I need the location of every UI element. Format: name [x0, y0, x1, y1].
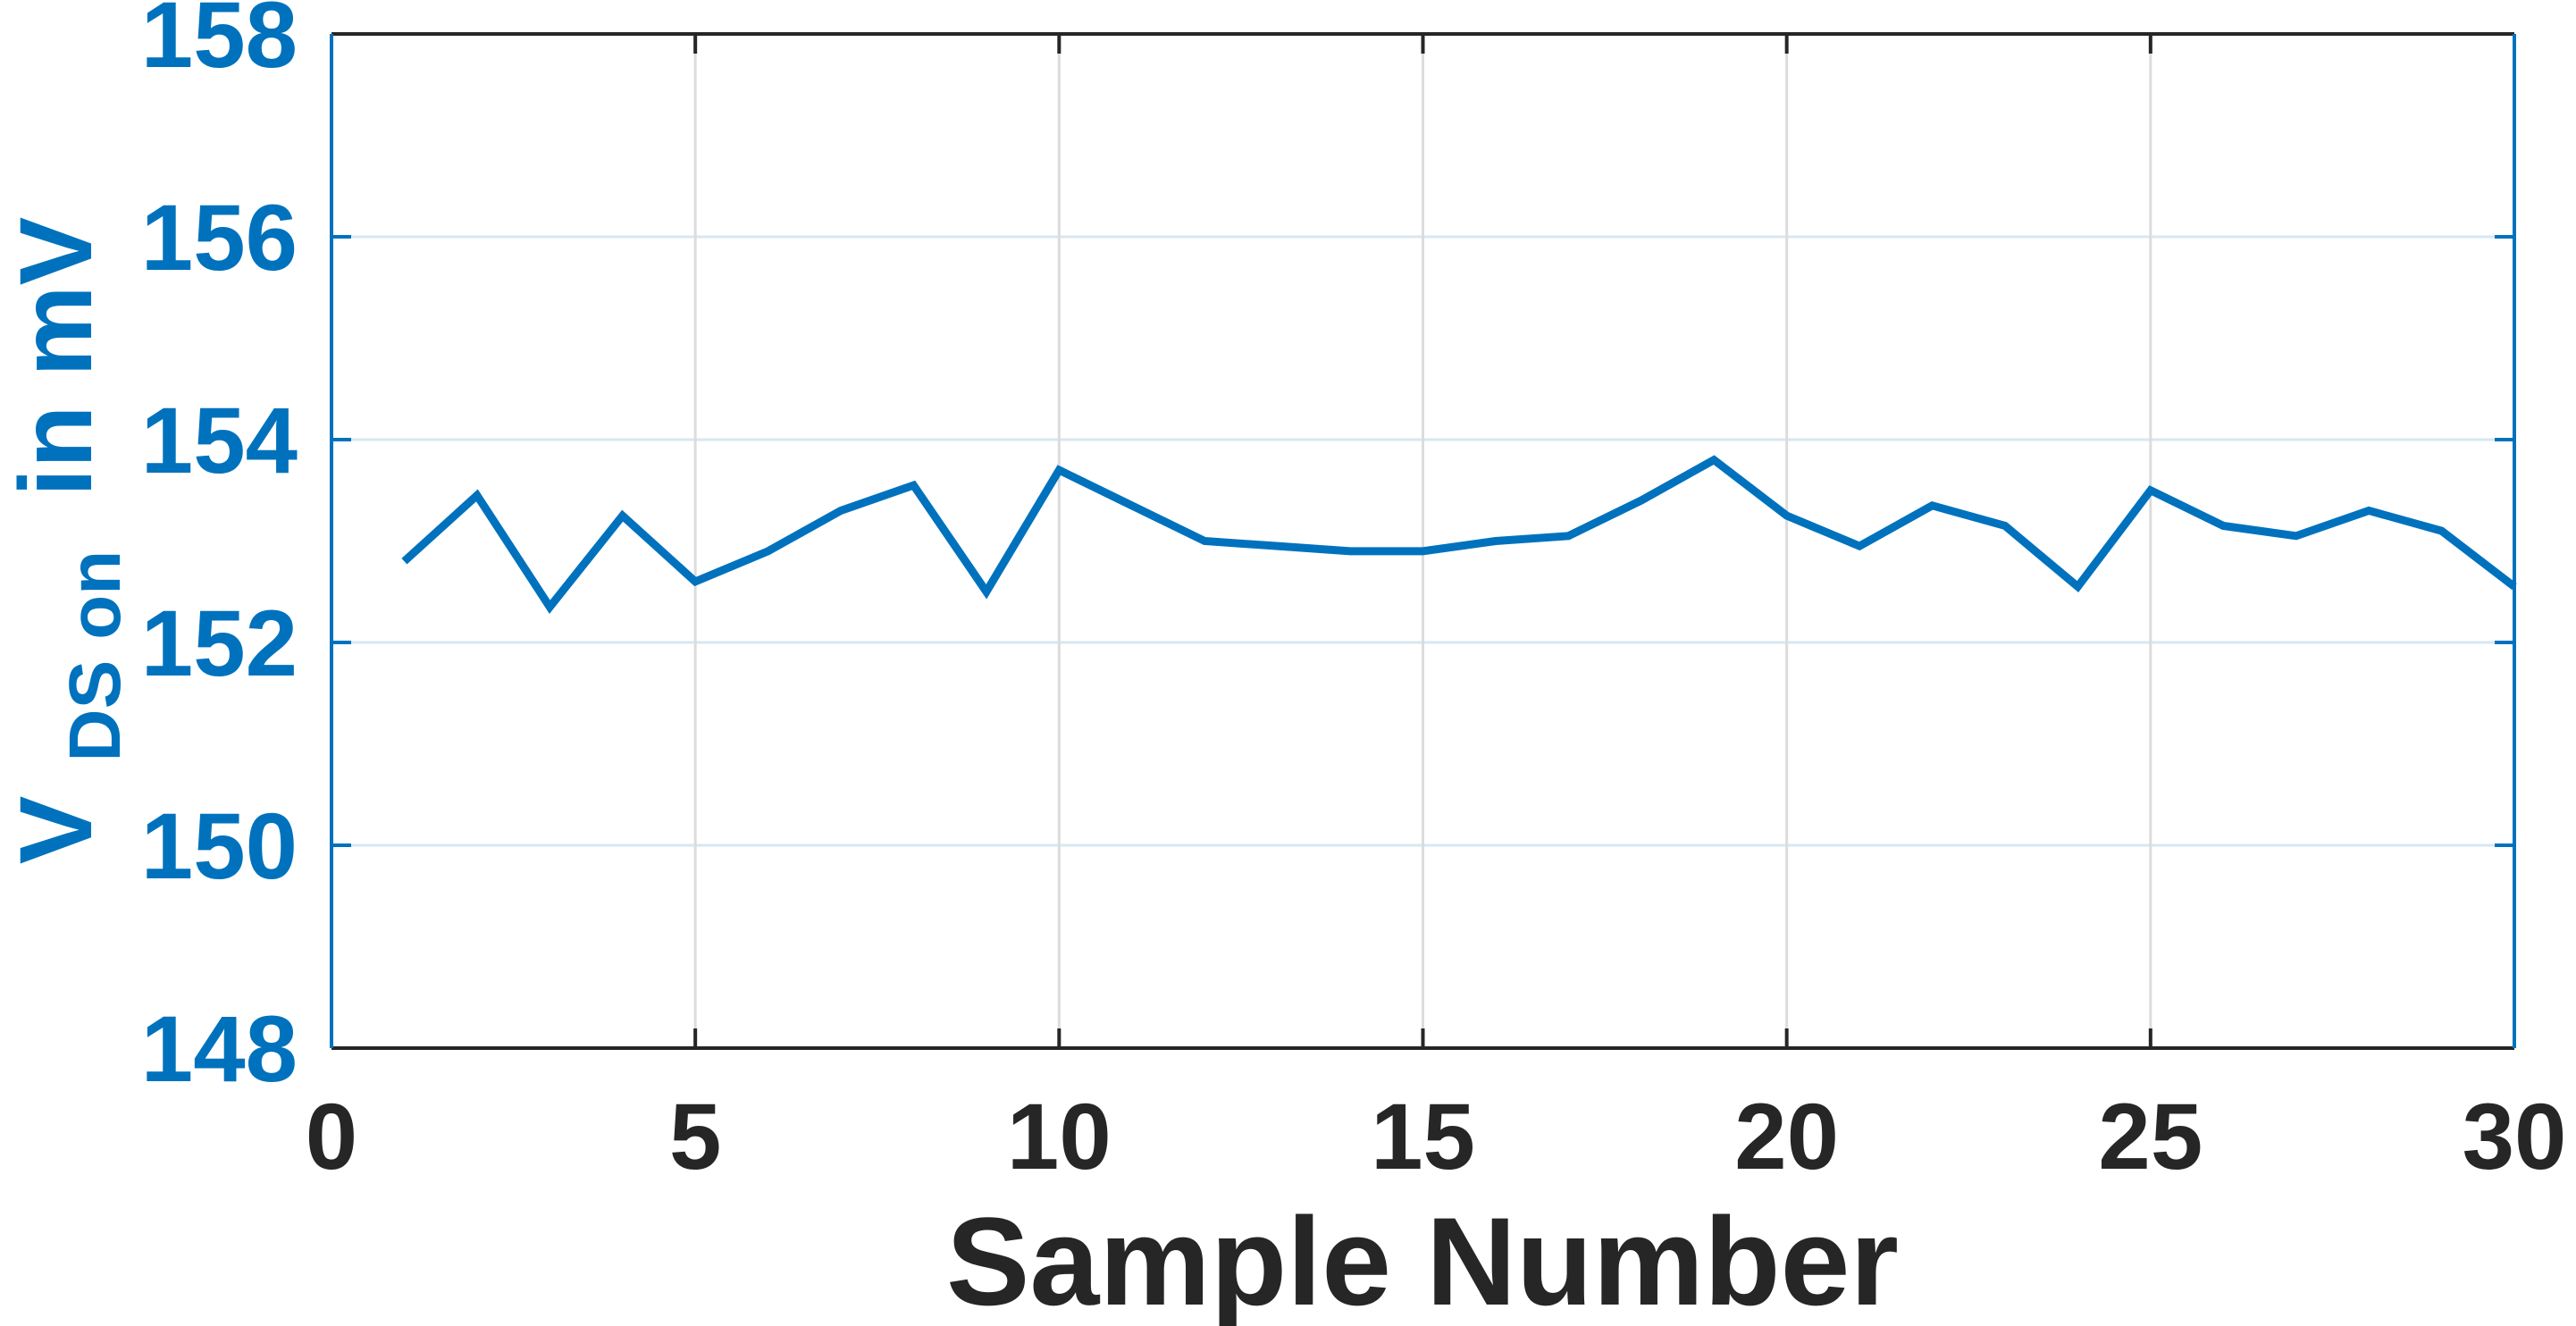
- y-tick-label: 152: [141, 592, 298, 696]
- vertical-gridlines: [693, 34, 2152, 1048]
- x-tick-label: 25: [2098, 1085, 2203, 1189]
- x-tick-label: 5: [669, 1085, 721, 1189]
- y-tick-labels: 148 150 152 154 156 158: [141, 0, 298, 1102]
- x-tick-label: 15: [1371, 1085, 1475, 1189]
- x-axis-label: Sample Number: [946, 1191, 1899, 1326]
- y-axis-label-symbol: V: [0, 796, 113, 865]
- x-tick-label: 30: [2463, 1085, 2567, 1189]
- x-tick-labels: 0 5 10 15 20 25 30: [306, 1085, 2567, 1189]
- x-tick-label: 20: [1734, 1085, 1839, 1189]
- x-tick-label: 0: [306, 1085, 357, 1189]
- y-tick-label: 156: [141, 186, 298, 290]
- y-axis-label-subscript: DS on: [55, 550, 136, 762]
- x-tick-label: 10: [1007, 1085, 1112, 1189]
- y-tick-label: 148: [141, 997, 298, 1102]
- y-tick-label: 154: [141, 389, 298, 493]
- y-axis-label: V DS on in mV: [0, 217, 142, 865]
- axes-box: [330, 32, 2516, 1050]
- y-axis-label-unit: in mV: [0, 217, 113, 497]
- data-line: [401, 455, 2517, 614]
- y-tick-label: 158: [141, 0, 298, 88]
- y-tick-label: 150: [141, 794, 298, 899]
